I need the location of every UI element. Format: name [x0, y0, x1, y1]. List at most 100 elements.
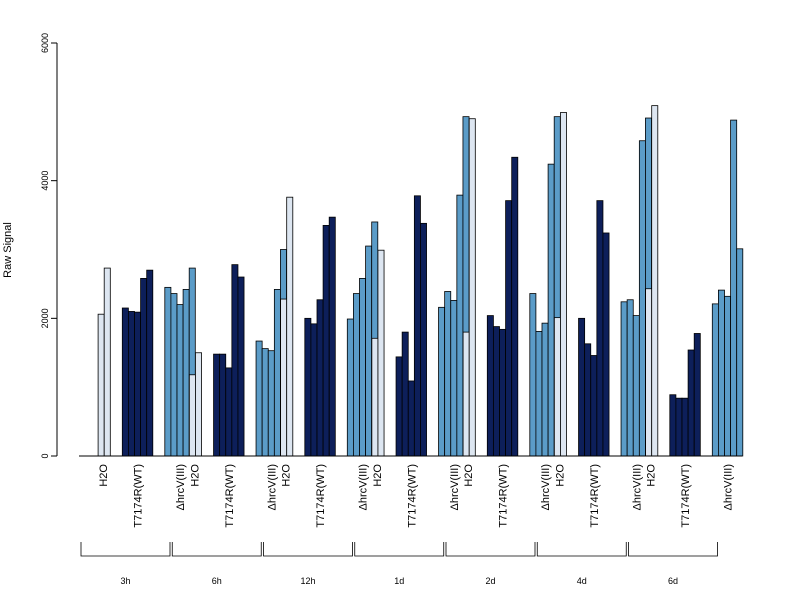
group-label: 3h	[120, 576, 130, 586]
group-label: 4d	[577, 576, 587, 586]
bar	[407, 380, 415, 457]
group-bracket	[628, 542, 718, 557]
category-label: ΔhrcV(III)	[540, 464, 552, 510]
category-labels: H2O T7174R(WT) ΔhrcV(III) H2O T7174R(WT) Δhrc…	[98, 464, 734, 528]
group-label: 6d	[668, 576, 678, 586]
bar	[182, 289, 190, 457]
bar	[377, 249, 385, 457]
bar	[273, 289, 281, 457]
bar	[255, 340, 263, 457]
bar	[316, 299, 324, 457]
bar	[675, 397, 683, 457]
bar	[438, 306, 446, 457]
bar	[736, 248, 744, 457]
category-label: H2O	[189, 464, 201, 487]
bar	[328, 216, 336, 457]
bar	[645, 288, 653, 457]
bar	[127, 311, 135, 457]
bar	[225, 367, 233, 457]
category-label: T7174R(WT)	[406, 464, 418, 528]
y-tick-label: 0	[40, 453, 50, 458]
bar	[632, 315, 640, 457]
bar	[140, 278, 148, 457]
bar	[462, 331, 470, 457]
bar	[486, 315, 494, 457]
bar	[499, 328, 506, 457]
bar	[553, 317, 561, 457]
category-label: ΔhrcV(III)	[631, 464, 643, 510]
bar	[529, 293, 537, 457]
category-label: H2O	[372, 464, 384, 487]
category-label: ΔhrcV(III)	[723, 464, 735, 510]
bar	[638, 140, 646, 457]
bar	[371, 337, 379, 457]
bar	[146, 269, 154, 457]
bar	[450, 300, 458, 457]
bar	[359, 278, 366, 457]
category-label: H2O	[98, 464, 110, 487]
y-axis-label: Raw Signal	[2, 222, 14, 278]
bar	[560, 112, 567, 457]
bar	[164, 286, 172, 457]
category-label: T7174R(WT)	[498, 464, 510, 528]
bar	[97, 313, 105, 457]
y-tick-label: 2000	[40, 308, 50, 328]
bar	[219, 353, 227, 457]
bar	[584, 343, 592, 457]
bar	[352, 293, 360, 457]
bars	[97, 105, 744, 457]
category-label: T7174R(WT)	[589, 464, 601, 528]
bar	[188, 374, 196, 457]
bar	[176, 304, 184, 457]
bar	[310, 323, 318, 457]
category-label: ΔhrcV(III)	[358, 464, 370, 510]
bar	[456, 194, 464, 457]
bar	[121, 307, 129, 457]
bar	[730, 119, 738, 457]
group-bracket	[171, 542, 262, 557]
group-bracket	[80, 542, 171, 557]
category-label: ΔhrcV(III)	[449, 464, 461, 510]
bar	[346, 318, 354, 457]
bar	[547, 163, 555, 457]
bar	[420, 222, 427, 457]
category-label: ΔhrcV(III)	[266, 464, 278, 510]
bar	[134, 311, 141, 457]
bar	[511, 156, 519, 457]
bar	[535, 331, 543, 457]
bar	[620, 301, 628, 457]
bar	[669, 394, 677, 457]
bar	[578, 317, 586, 457]
bar	[541, 322, 549, 457]
bar	[596, 200, 604, 457]
bar	[602, 232, 610, 457]
group-bracket	[354, 542, 445, 557]
y-tick-label: 4000	[40, 171, 50, 191]
bar	[213, 353, 221, 457]
bar	[395, 356, 403, 457]
category-label: H2O	[281, 464, 293, 487]
bar	[711, 303, 719, 457]
bar	[718, 289, 725, 457]
group-label: 6h	[212, 576, 222, 586]
bar	[261, 348, 269, 457]
bar	[651, 105, 659, 457]
bar	[195, 352, 202, 457]
group-brackets: 3h 6h 12h 1d 2d 4d 6d	[80, 542, 718, 586]
bar	[286, 196, 294, 457]
group-label: 2d	[485, 576, 495, 586]
group-bracket	[445, 542, 536, 557]
bar	[170, 293, 178, 457]
bar	[687, 349, 695, 457]
bar	[492, 326, 500, 457]
bar	[237, 276, 245, 457]
category-label: H2O	[463, 464, 475, 487]
bar	[626, 299, 634, 457]
category-label: ΔhrcV(III)	[175, 464, 187, 510]
category-label: T7174R(WT)	[680, 464, 692, 528]
category-label: T7174R(WT)	[224, 464, 236, 528]
bar	[231, 264, 239, 457]
bar	[413, 195, 421, 457]
group-label: 12h	[300, 576, 315, 586]
